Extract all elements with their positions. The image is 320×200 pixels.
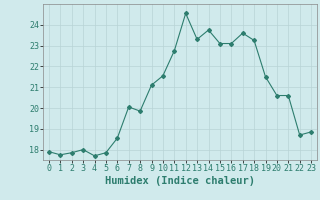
X-axis label: Humidex (Indice chaleur): Humidex (Indice chaleur) [105, 176, 255, 186]
